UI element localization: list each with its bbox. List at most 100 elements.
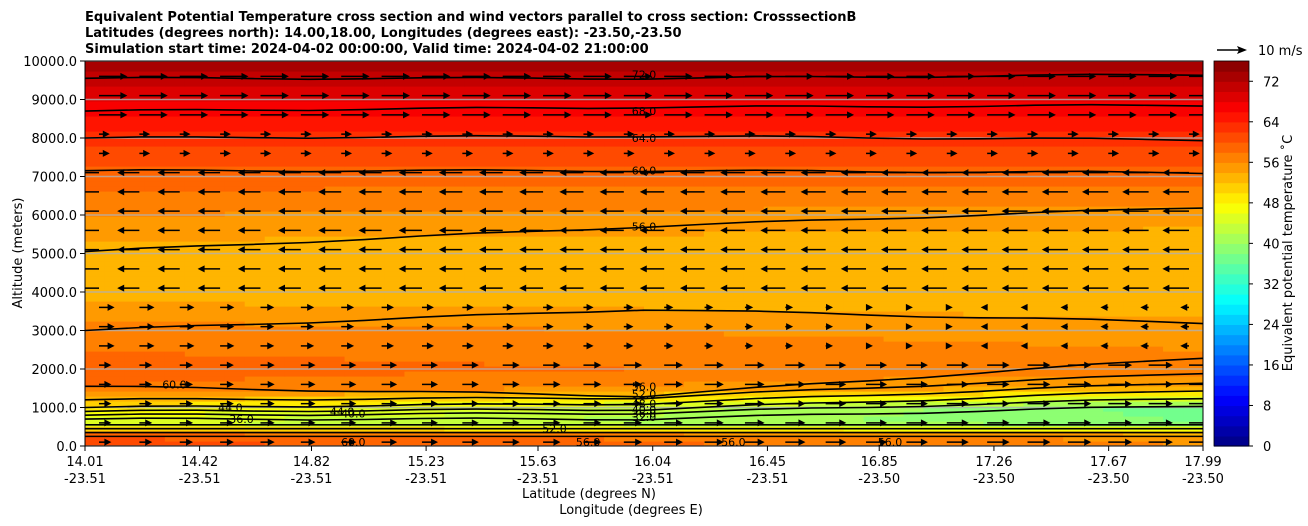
field-cell <box>184 306 206 312</box>
field-cell <box>1163 151 1184 157</box>
field-cell <box>983 221 1004 227</box>
contour-lines <box>85 73 1203 438</box>
field-cell <box>763 281 785 287</box>
field-cell <box>1163 101 1184 107</box>
field-cell <box>763 346 785 352</box>
field-cell <box>584 321 605 327</box>
field-cell <box>983 216 1004 222</box>
field-cell <box>604 436 625 442</box>
field-cell <box>823 261 845 267</box>
wind-vector <box>987 419 1010 427</box>
field-cell <box>1103 256 1124 262</box>
field-cell <box>1123 226 1144 232</box>
field-cell <box>444 316 465 322</box>
wind-vector <box>421 303 434 311</box>
wind-vector <box>1001 226 1028 234</box>
field-cell <box>504 91 525 97</box>
field-cell <box>344 336 366 342</box>
field-cell <box>843 111 865 117</box>
wind-vector <box>358 207 382 215</box>
field-cell <box>284 336 306 342</box>
field-cell <box>344 151 366 157</box>
wind-vector <box>906 400 928 408</box>
field-cell <box>344 116 366 122</box>
field-cell <box>823 146 845 152</box>
wind-vector <box>704 130 716 138</box>
field-cell <box>723 211 745 217</box>
field-cell <box>1043 131 1064 137</box>
field-cell <box>85 146 106 152</box>
field-cell <box>244 326 266 332</box>
wind-vector <box>220 149 231 157</box>
field-cell <box>264 341 286 347</box>
field-cell <box>124 336 146 342</box>
field-cell <box>584 176 605 182</box>
wind-vector <box>220 72 249 80</box>
field-cell <box>923 331 945 337</box>
wind-vector <box>519 265 544 273</box>
field-cell <box>1043 296 1064 302</box>
field-cell <box>224 176 246 182</box>
field-cell <box>144 361 166 367</box>
field-cell <box>484 371 505 377</box>
field-cell <box>524 281 545 287</box>
field-cell <box>1003 306 1024 312</box>
field-cell <box>663 191 685 197</box>
field-cell <box>504 146 525 152</box>
field-cell <box>384 161 406 167</box>
field-cell <box>1023 391 1044 397</box>
field-cell <box>703 146 725 152</box>
field-cell <box>703 86 725 92</box>
wind-vector <box>825 380 847 388</box>
field-cell <box>444 376 465 382</box>
field-cell <box>85 296 106 302</box>
field-cell <box>464 101 485 107</box>
field-cell <box>963 316 984 322</box>
x-axis: 14.01-23.5114.42-23.5114.82-23.5115.23-2… <box>64 446 1224 487</box>
field-cell <box>364 206 386 212</box>
field-cell <box>743 441 765 446</box>
field-cell <box>364 61 386 67</box>
field-cell <box>943 186 965 192</box>
field-cell <box>384 156 406 162</box>
wind-vector <box>341 400 357 408</box>
field-cell <box>883 346 905 352</box>
field-cell <box>783 416 805 422</box>
field-cell <box>524 386 545 392</box>
field-cell <box>983 196 1004 202</box>
field-cell <box>823 341 845 347</box>
field-cell <box>164 61 186 67</box>
field-cell <box>464 346 485 352</box>
field-cell <box>983 391 1004 397</box>
field-cell <box>1023 261 1044 267</box>
field-cell <box>803 296 825 302</box>
field-cell <box>624 346 645 352</box>
contour-line <box>85 382 1203 409</box>
field-cell <box>943 431 965 437</box>
wind-vector <box>237 169 261 177</box>
wind-vector <box>543 400 561 408</box>
field-cell <box>1103 156 1124 162</box>
field-cell <box>1063 291 1084 297</box>
field-cell <box>644 321 665 327</box>
field-cell <box>883 271 905 277</box>
field-cell <box>104 221 126 227</box>
field-cell <box>424 111 445 117</box>
field-cell <box>524 271 545 277</box>
wind-vector <box>865 303 873 311</box>
field-cell <box>224 266 246 272</box>
field-cell <box>963 71 984 77</box>
field-cell <box>863 146 885 152</box>
field-cell <box>1083 411 1104 417</box>
contour-label-text: 48.0 <box>632 398 657 411</box>
field-cell <box>304 146 326 152</box>
field-cell <box>803 86 825 92</box>
field-cell <box>1043 351 1064 357</box>
field-cell <box>524 61 545 67</box>
field-cell <box>384 406 406 412</box>
field-cell <box>644 106 665 112</box>
field-cell <box>1103 386 1124 392</box>
field-cell <box>464 246 485 252</box>
field-cell <box>903 421 925 427</box>
field-cell <box>1163 181 1184 187</box>
